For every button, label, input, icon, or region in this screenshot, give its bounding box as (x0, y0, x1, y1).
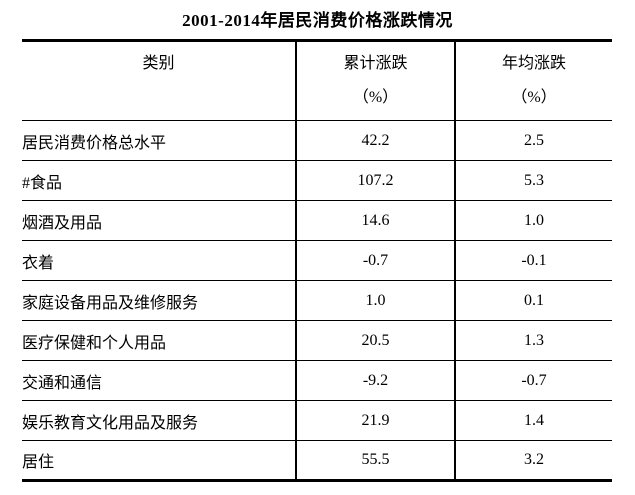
table-row: 居住 55.5 3.2 (22, 440, 612, 481)
table-row: 家庭设备用品及维修服务 1.0 0.1 (22, 280, 612, 321)
category-cell: 医疗保健和个人用品 (22, 320, 296, 361)
annual-cell: 5.3 (454, 160, 612, 201)
category-cell: 娱乐教育文化用品及服务 (22, 400, 296, 441)
cumulative-cell: 55.5 (295, 440, 455, 481)
category-cell: 居住 (22, 440, 296, 481)
cumulative-cell: 1.0 (295, 280, 455, 321)
category-cell: 家庭设备用品及维修服务 (22, 280, 296, 321)
table-body: 居民消费价格总水平 42.2 2.5 #食品 107.2 5.3 烟酒及用品 14.6 1.0 衣… (22, 120, 612, 481)
annual-cell: 1.0 (454, 200, 612, 241)
cumulative-cell: 14.6 (295, 200, 455, 241)
cumulative-cell: -9.2 (295, 360, 455, 401)
cumulative-cell: 20.5 (295, 320, 455, 361)
header-cumulative: 累计涨跌 （%） (295, 40, 455, 121)
annual-cell: 3.2 (454, 440, 612, 481)
category-cell: 衣着 (22, 240, 296, 281)
cumulative-cell: -0.7 (295, 240, 455, 281)
header-annual-label: 年均涨跌 (501, 55, 566, 72)
table-row: 烟酒及用品 14.6 1.0 (22, 200, 612, 241)
header-category-label: 类别 (142, 55, 175, 72)
category-cell: 烟酒及用品 (22, 200, 296, 241)
table-row: 衣着 -0.7 -0.1 (22, 240, 612, 281)
table-row: #食品 107.2 5.3 (22, 160, 612, 201)
page-title: 2001-2014年居民消费价格涨跌情况 (182, 11, 453, 30)
annual-cell: -0.1 (454, 240, 612, 281)
annual-cell: -0.7 (454, 360, 612, 401)
price-change-table: 类别 累计涨跌 （%） 年均涨跌 （%） 居民消费价格总水平 42.2 2.5 #食品… (22, 39, 612, 482)
header-annual-unit: （%） (511, 89, 557, 106)
table-row: 交通和通信 -9.2 -0.7 (22, 360, 612, 401)
annual-cell: 1.3 (454, 320, 612, 361)
cumulative-cell: 21.9 (295, 400, 455, 441)
annual-cell: 0.1 (454, 280, 612, 321)
category-cell: 交通和通信 (22, 360, 296, 401)
cumulative-cell: 107.2 (295, 160, 455, 201)
header-cumulative-label: 累计涨跌 (343, 55, 408, 72)
header-category: 类别 (22, 40, 296, 121)
table-row: 娱乐教育文化用品及服务 21.9 1.4 (22, 400, 612, 441)
cumulative-cell: 42.2 (295, 120, 455, 161)
header-cumulative-unit: （%） (352, 89, 399, 106)
category-cell: #食品 (22, 160, 296, 201)
table-row: 医疗保健和个人用品 20.5 1.3 (22, 320, 612, 361)
header-row: 类别 累计涨跌 （%） 年均涨跌 （%） (22, 40, 612, 121)
category-cell: 居民消费价格总水平 (22, 120, 296, 161)
table-header: 类别 累计涨跌 （%） 年均涨跌 （%） (22, 40, 612, 121)
header-annual: 年均涨跌 （%） (454, 40, 612, 121)
annual-cell: 1.4 (454, 400, 612, 441)
table-row: 居民消费价格总水平 42.2 2.5 (22, 120, 612, 161)
annual-cell: 2.5 (454, 120, 612, 161)
